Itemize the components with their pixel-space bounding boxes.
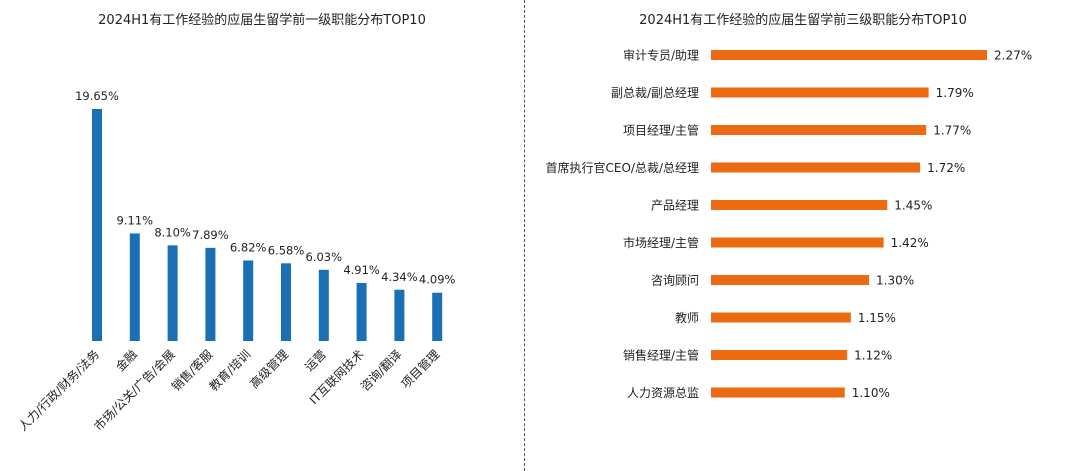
bar [711, 387, 845, 398]
category-label: 项目管理 [398, 347, 443, 392]
right-chart-panel: 2024H1有工作经验的应届生留学前三级职能分布TOP10 审计专员/助理 2.2… [526, 0, 1080, 471]
category-label: 副总裁/副总经理 [611, 86, 699, 100]
category-label: 产品经理 [651, 199, 699, 213]
bar-value-label: 1.77% [933, 124, 971, 138]
category-label: 人力资源总监 [627, 386, 699, 400]
bar-value-label: 1.72% [927, 161, 965, 175]
left-chart-title: 2024H1有工作经验的应届生留学前一级职能分布TOP10 [98, 13, 426, 28]
bar-value-label: 4.09% [419, 273, 456, 287]
bar-value-label: 1.79% [936, 86, 974, 100]
category-label: 咨询/翻译 [357, 347, 404, 394]
category-label: 人力/行政/财务/法务 [15, 347, 102, 434]
category-label: 咨询顾问 [651, 273, 699, 288]
category-label: 教育/培训 [206, 347, 253, 394]
right-chart-title: 2024H1有工作经验的应届生留学前三级职能分布TOP10 [639, 13, 967, 28]
bar [711, 200, 888, 210]
bar-value-label: 6.82% [230, 240, 267, 254]
bar [356, 283, 367, 341]
bar [243, 260, 254, 341]
bar [711, 350, 848, 360]
bar [432, 292, 443, 341]
left-chart-panel: 2024H1有工作经验的应届生留学前一级职能分布TOP10 19.65% 人力/行… [0, 0, 524, 471]
category-label: 市场经理/主管 [623, 235, 699, 250]
bar-value-label: 4.91% [343, 263, 380, 277]
bar [281, 263, 291, 341]
bar [394, 289, 405, 341]
bar-value-label: 1.12% [854, 349, 892, 363]
right-bar-chart: 审计专员/助理 2.27% 副总裁/副总经理 1.79% 项目经理/主管 1.77% 首席执… [546, 48, 1033, 401]
category-label: 运营 [302, 347, 329, 374]
category-label: 高级管理 [247, 347, 292, 392]
bar-value-label: 7.89% [192, 228, 229, 242]
bar [711, 162, 921, 173]
bar-value-label: 1.15% [858, 311, 896, 325]
category-label: 项目经理/主管 [623, 123, 699, 138]
category-label: 教师 [675, 310, 699, 325]
bar [205, 247, 216, 341]
category-label: 销售经理/主管 [623, 348, 699, 363]
category-label: 首席执行官CEO/总裁/总经理 [546, 160, 700, 175]
bar [711, 50, 987, 60]
bar-value-label: 1.45% [894, 199, 932, 213]
bar-value-label: 4.34% [381, 270, 418, 284]
bar-value-label: 1.10% [852, 386, 890, 400]
bar [318, 269, 329, 341]
bar [711, 237, 884, 248]
bar-value-label: 1.30% [876, 274, 914, 288]
bar-value-label: 2.27% [994, 49, 1032, 63]
bar [711, 87, 929, 98]
bar-value-label: 6.58% [268, 243, 305, 257]
bar [167, 245, 178, 341]
bar-value-label: 19.65% [75, 89, 119, 103]
bar-value-label: 8.10% [154, 225, 191, 239]
bar [711, 125, 927, 135]
panel-divider [524, 0, 525, 471]
bar [92, 109, 102, 341]
left-bar-chart: 19.65%人力/行政/财务/法务9.11%金融8.10%市场/公关/广告/会展… [15, 89, 456, 434]
bar-value-label: 1.42% [891, 236, 929, 250]
bar [711, 312, 851, 323]
bar [129, 233, 140, 341]
category-label: 审计专员/助理 [623, 48, 699, 63]
bar-value-label: 6.03% [306, 250, 343, 264]
bar-value-label: 9.11% [117, 213, 154, 227]
bar [711, 275, 870, 285]
category-label: 金融 [112, 347, 140, 375]
